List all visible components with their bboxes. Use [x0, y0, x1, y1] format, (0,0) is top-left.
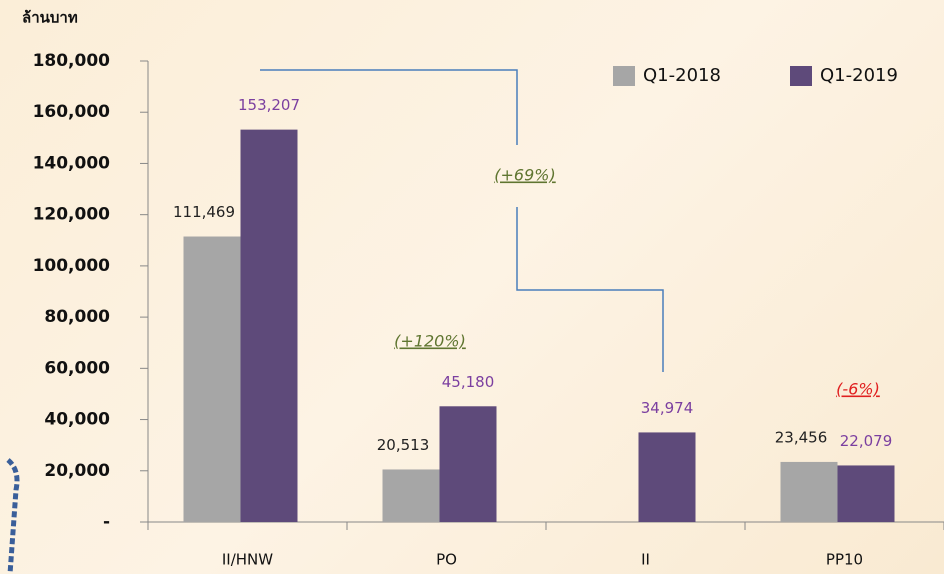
bar [780, 461, 838, 522]
value-label: 111,469 [173, 203, 235, 221]
bar [837, 465, 895, 522]
legend-swatch [613, 66, 635, 86]
value-label: 20,513 [377, 436, 430, 454]
connector [260, 69, 518, 145]
x-tick-label: II/HNW [222, 551, 273, 569]
decoration [6, 458, 20, 574]
y-tick-label: 60,000 [44, 358, 110, 378]
y-tick-label: 160,000 [33, 102, 111, 122]
y-tick-label: 140,000 [33, 153, 111, 173]
bar [638, 432, 696, 522]
x-tick-label: II [641, 551, 650, 569]
y-tick-label: - [103, 512, 110, 532]
value-label: 22,079 [840, 432, 893, 450]
y-axis-unit: ล้านบาท [22, 9, 78, 27]
bar [240, 129, 298, 522]
y-tick-label: 20,000 [44, 461, 110, 481]
value-label: 45,180 [442, 373, 495, 391]
y-tick-label: 180,000 [33, 51, 111, 71]
value-label: 23,456 [775, 428, 828, 446]
legend-label: Q1-2019 [820, 65, 898, 86]
y-tick-label: 120,000 [33, 205, 111, 225]
bar [183, 236, 241, 522]
legend-label: Q1-2018 [643, 65, 721, 86]
connector [516, 207, 664, 372]
annotation: (+69%) [494, 166, 555, 185]
x-tick-label: PP10 [826, 551, 863, 569]
value-label: 153,207 [238, 96, 300, 114]
legend-swatch [790, 66, 812, 86]
y-tick-label: 40,000 [44, 410, 110, 430]
y-tick-label: 80,000 [44, 307, 110, 327]
bar [439, 406, 497, 522]
annotation: (+120%) [394, 332, 466, 351]
y-tick-label: 100,000 [33, 256, 111, 276]
bar [382, 469, 440, 522]
x-tick-label: PO [436, 551, 457, 569]
value-label: 34,974 [641, 399, 694, 417]
annotation: (-6%) [836, 380, 880, 399]
